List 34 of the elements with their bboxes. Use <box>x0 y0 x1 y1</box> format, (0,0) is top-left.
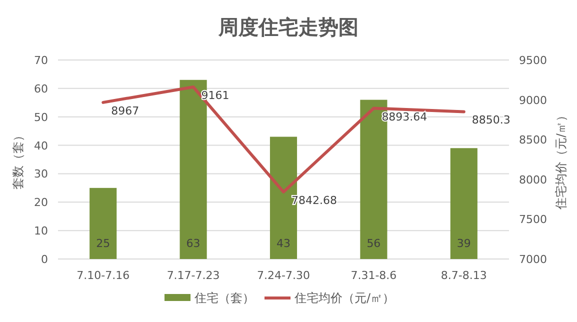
y2-tick-label: 8000 <box>519 173 547 186</box>
y-tick-label: 50 <box>34 110 48 124</box>
y-tick-label: 0 <box>41 253 48 266</box>
data-label: 8850.3 <box>472 114 510 127</box>
x-tick-label: 7.17-7.23 <box>166 269 220 282</box>
legend-label: 住宅（套） <box>194 291 254 305</box>
line-series <box>102 85 466 194</box>
x-tick-label: 7.24-7.30 <box>257 269 310 282</box>
y-tick-label: 30 <box>34 168 48 181</box>
y2-tick-label: 9000 <box>519 94 547 107</box>
y2-tick-label: 7000 <box>519 253 547 266</box>
data-label: 43 <box>276 237 290 250</box>
data-label: 8967 <box>111 104 140 118</box>
data-label: 25 <box>96 237 110 250</box>
y-tick-label: 10 <box>34 224 48 238</box>
chart-title: 周度住宅走势图 <box>218 15 358 39</box>
data-label: 39 <box>456 237 471 250</box>
y-tick-label: 40 <box>34 139 48 152</box>
y-tick-label: 20 <box>34 196 48 210</box>
y2-tick-label: 8500 <box>519 134 547 147</box>
x-tick-label: 7.31-8.6 <box>350 269 397 282</box>
y2-axis-title: 住宅均价（元/㎡） <box>554 109 568 211</box>
legend-label: 住宅均价（元/㎡） <box>294 291 395 305</box>
y-tick-label: 70 <box>34 54 48 67</box>
bar <box>90 188 117 259</box>
x-tick-label: 7.10-7.16 <box>76 269 130 282</box>
y2-tick-label: 9500 <box>519 54 547 67</box>
x-tick-label: 8.7-8.13 <box>440 269 487 282</box>
y-axis-title: 套数（套） <box>11 130 25 190</box>
data-label: 56 <box>366 237 381 250</box>
bar <box>450 148 478 259</box>
y2-tick-label: 7500 <box>519 213 547 226</box>
data-label: 63 <box>186 237 200 250</box>
y-tick-label: 60 <box>34 82 48 96</box>
